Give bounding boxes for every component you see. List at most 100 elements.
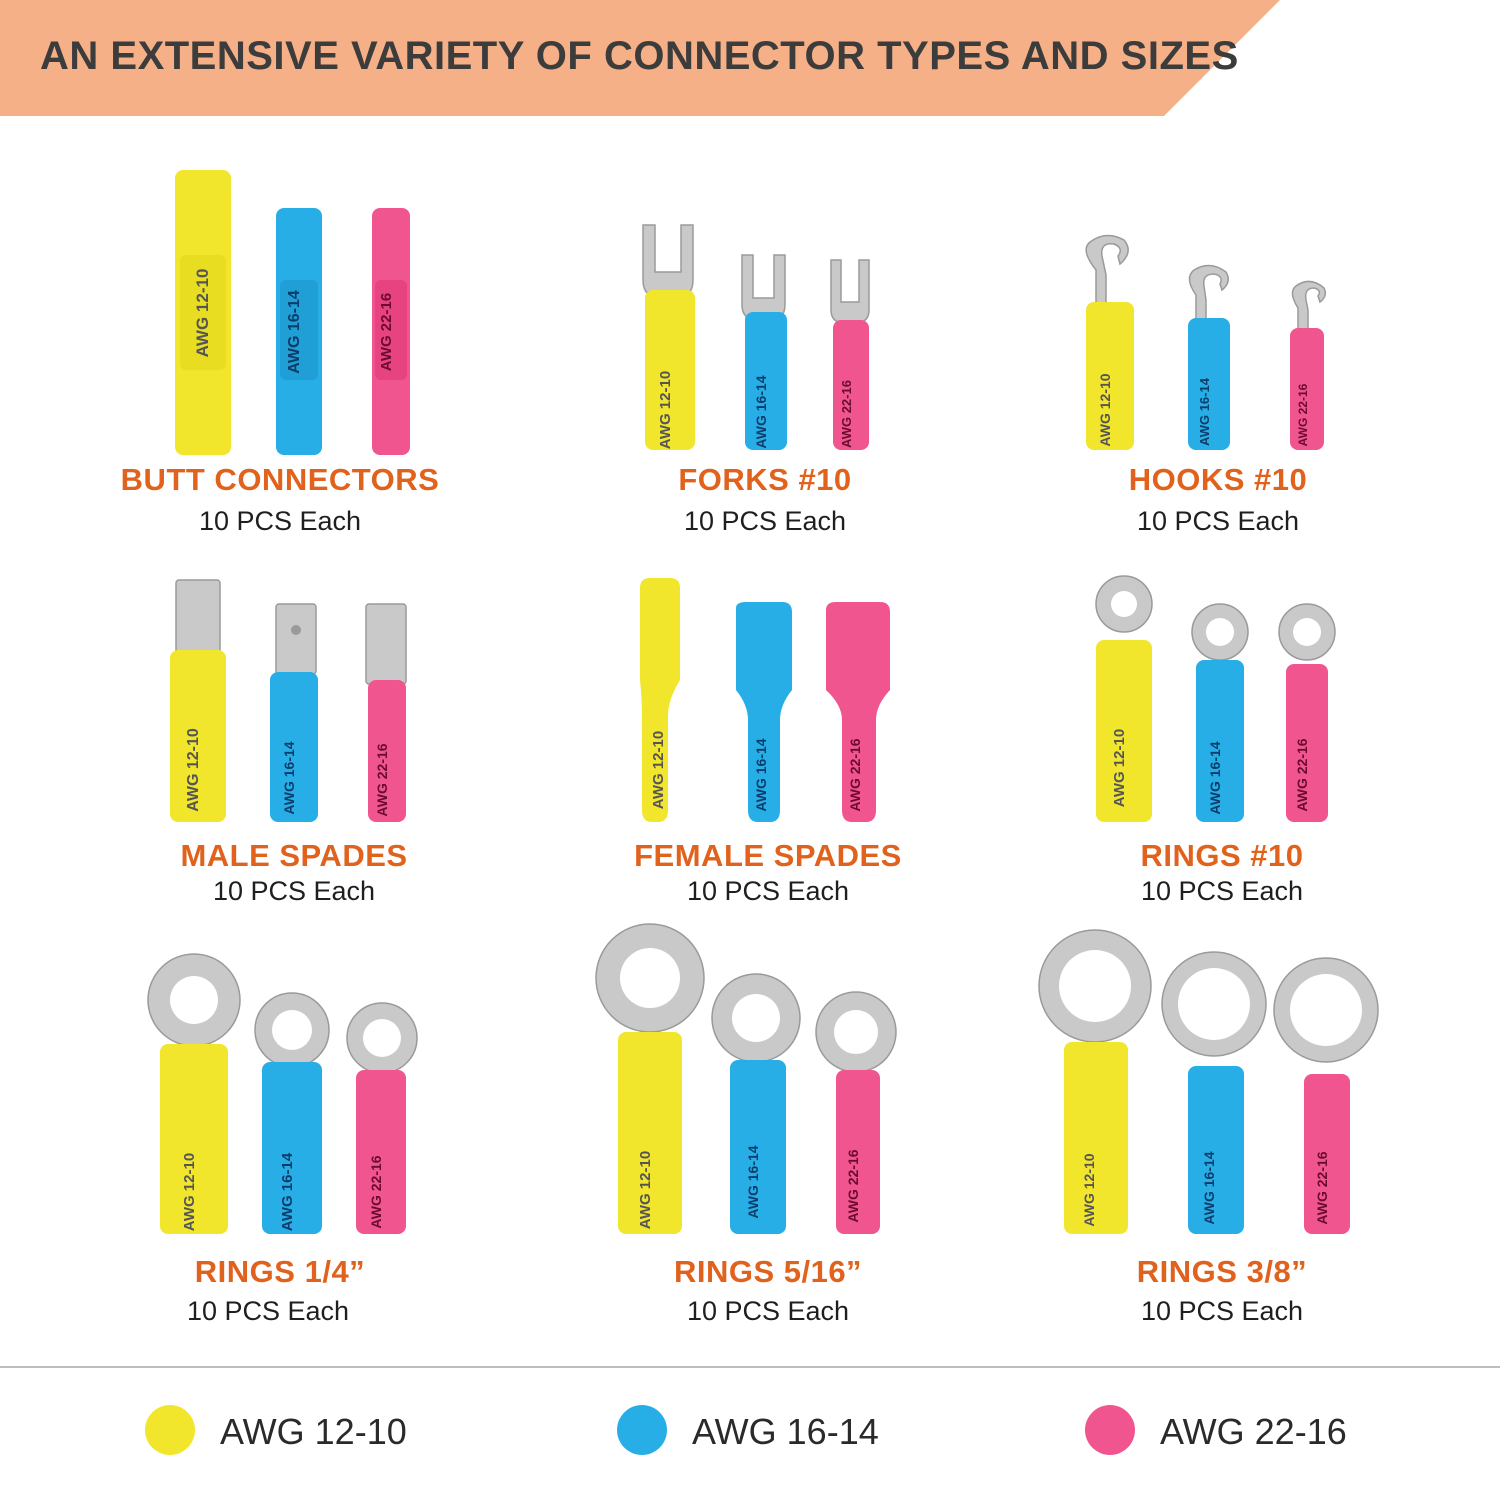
- female-spades-image: AWG 12-10 AWG 16-14 AWG 22-16: [640, 578, 890, 822]
- male-spade-yellow: AWG 12-10: [170, 579, 226, 822]
- svg-text:AWG 12-10: AWG 12-10: [637, 1151, 654, 1229]
- male-spade-pink: AWG 22-16: [365, 603, 407, 822]
- butt-blue: AWG 16-14: [276, 208, 322, 455]
- svg-text:AWG 22-16: AWG 22-16: [368, 1155, 384, 1228]
- male-spade-blue: AWG 16-14: [270, 603, 318, 822]
- svg-text:AWG 12-10: AWG 12-10: [181, 1153, 198, 1231]
- connector-title: FORKS #10: [678, 462, 852, 497]
- ring-3-8-yellow: AWG 12-10: [1038, 929, 1152, 1234]
- svg-text:AWG 22-16: AWG 22-16: [378, 293, 395, 371]
- banner-shape: [0, 0, 1280, 116]
- svg-text:AWG 22-16: AWG 22-16: [374, 743, 390, 816]
- rings-10-image: AWG 12-10 AWG 16-14 AWG 22-16: [1095, 575, 1336, 822]
- ring-10-yellow: AWG 12-10: [1095, 575, 1153, 822]
- ring-3-8-blue: AWG 16-14: [1161, 951, 1267, 1234]
- banner-title: AN EXTENSIVE VARIETY OF CONNECTOR TYPES …: [40, 34, 1239, 78]
- ring-1-4-yellow: AWG 12-10: [147, 953, 241, 1234]
- legend-label: AWG 12-10: [220, 1411, 407, 1452]
- connector-title: RINGS 1/4”: [194, 1254, 366, 1289]
- svg-text:AWG 12-10: AWG 12-10: [1097, 373, 1113, 446]
- yellow-dot-icon: [145, 1405, 195, 1455]
- connector-card-male-spades: AWG 12-10 AWG 16-14 AWG 22-16 MALE SPADE…: [40, 570, 540, 910]
- ring-1-4-pink: AWG 22-16: [346, 1002, 418, 1234]
- connector-title: BUTT CONNECTORS: [120, 462, 440, 497]
- connector-card-rings-10: AWG 12-10 AWG 16-14 AWG 22-16 RINGS #10 …: [972, 570, 1472, 910]
- header-banner: AN EXTENSIVE VARIETY OF CONNECTOR TYPES …: [0, 0, 1500, 116]
- legend-label: AWG 16-14: [692, 1411, 879, 1452]
- hooks-image: AWG 12-10 AWG 16-14 AWG 22-16: [1085, 234, 1327, 450]
- svg-text:AWG 22-16: AWG 22-16: [1296, 383, 1310, 446]
- connector-title: HOOKS #10: [1128, 462, 1308, 497]
- svg-text:AWG 16-14: AWG 16-14: [286, 290, 303, 374]
- legend-label: AWG 22-16: [1160, 1411, 1347, 1452]
- ring-5-16-yellow: AWG 12-10: [595, 923, 705, 1234]
- connector-quantity: 10 PCS Each: [212, 876, 376, 906]
- connector-quantity: 10 PCS Each: [686, 1296, 850, 1326]
- connector-title: RINGS 5/16”: [673, 1254, 863, 1289]
- female-spade-pink: AWG 22-16: [826, 602, 890, 822]
- connector-card-forks: AWG 12-10 AWG 16-14 AWG 22-16 FORKS #10 …: [515, 160, 1015, 540]
- rings-1-4-image: AWG 12-10 AWG 16-14 AWG 22-16: [147, 953, 418, 1234]
- svg-text:AWG 22-16: AWG 22-16: [839, 380, 854, 448]
- svg-text:AWG 12-10: AWG 12-10: [193, 269, 212, 358]
- svg-text:AWG 16-14: AWG 16-14: [1197, 377, 1212, 446]
- ring-5-16-pink: AWG 22-16: [815, 991, 897, 1234]
- fork-blue: AWG 16-14: [741, 254, 787, 450]
- connector-quantity: 10 PCS Each: [1136, 506, 1300, 536]
- svg-text:AWG 22-16: AWG 22-16: [1314, 1151, 1330, 1224]
- connector-card-rings-3-8: AWG 12-10 AWG 16-14 AWG 22-16 RINGS 3/8”…: [972, 920, 1472, 1340]
- connector-card-female-spades: AWG 12-10 AWG 16-14 AWG 22-16 FEMALE SPA…: [518, 570, 1018, 910]
- svg-text:AWG 16-14: AWG 16-14: [745, 1145, 761, 1218]
- connector-quantity: 10 PCS Each: [1140, 1296, 1304, 1326]
- ring-10-blue: AWG 16-14: [1191, 603, 1249, 822]
- rings-3-8-image: AWG 12-10 AWG 16-14 AWG 22-16: [1038, 929, 1379, 1234]
- legend-divider: [0, 1366, 1500, 1368]
- ring-10-pink: AWG 22-16: [1278, 603, 1336, 822]
- svg-text:AWG 12-10: AWG 12-10: [657, 371, 674, 449]
- svg-text:AWG 12-10: AWG 12-10: [185, 728, 202, 812]
- female-spade-blue: AWG 16-14: [736, 602, 792, 822]
- hook-blue: AWG 16-14: [1188, 264, 1230, 450]
- svg-text:AWG 22-16: AWG 22-16: [1294, 738, 1310, 811]
- forks-image: AWG 12-10 AWG 16-14 AWG 22-16: [642, 224, 870, 450]
- svg-text:AWG 16-14: AWG 16-14: [279, 1152, 296, 1231]
- connector-card-butt: AWG 12-10 AWG 16-14 AWG 22-16 BUTT CONNE…: [40, 160, 540, 540]
- svg-text:AWG 16-14: AWG 16-14: [1201, 1151, 1217, 1224]
- svg-text:AWG 22-16: AWG 22-16: [845, 1149, 861, 1222]
- svg-text:AWG 22-16: AWG 22-16: [847, 738, 863, 811]
- rings-5-16-image: AWG 12-10 AWG 16-14 AWG 22-16: [595, 923, 897, 1234]
- ring-5-16-blue: AWG 16-14: [711, 973, 801, 1234]
- hook-pink: AWG 22-16: [1290, 280, 1327, 450]
- svg-text:AWG 16-14: AWG 16-14: [753, 738, 769, 811]
- ring-3-8-pink: AWG 22-16: [1273, 957, 1379, 1234]
- svg-text:AWG 12-10: AWG 12-10: [650, 731, 667, 809]
- connector-quantity: 10 PCS Each: [683, 506, 847, 536]
- connector-title: RINGS #10: [1140, 838, 1304, 873]
- svg-text:AWG 16-14: AWG 16-14: [753, 375, 769, 448]
- pink-dot-icon: [1085, 1405, 1135, 1455]
- butt-yellow: AWG 12-10: [175, 170, 231, 455]
- male-spades-image: AWG 12-10 AWG 16-14 AWG 22-16: [170, 579, 407, 822]
- fork-yellow: AWG 12-10: [642, 224, 695, 450]
- svg-text:AWG 12-10: AWG 12-10: [1111, 729, 1128, 807]
- connector-card-hooks: AWG 12-10 AWG 16-14 AWG 22-16 HOOKS #10 …: [968, 160, 1468, 540]
- connector-quantity: 10 PCS Each: [686, 876, 850, 906]
- blue-dot-icon: [617, 1405, 667, 1455]
- connector-title: MALE SPADES: [180, 838, 408, 873]
- connector-quantity: 10 PCS Each: [1140, 876, 1304, 906]
- connector-title: RINGS 3/8”: [1136, 1254, 1308, 1289]
- connector-title: FEMALE SPADES: [634, 838, 902, 873]
- svg-text:AWG 16-14: AWG 16-14: [281, 741, 297, 814]
- connector-card-rings-1-4: AWG 12-10 AWG 16-14 AWG 22-16 RINGS 1/4”…: [30, 930, 530, 1340]
- connector-quantity: 10 PCS Each: [198, 506, 362, 536]
- connector-quantity: 10 PCS Each: [186, 1296, 350, 1326]
- connector-card-rings-5-16: AWG 12-10 AWG 16-14 AWG 22-16 RINGS 5/16…: [518, 920, 1018, 1340]
- svg-text:AWG 16-14: AWG 16-14: [1207, 741, 1223, 814]
- butt-connectors-image: AWG 12-10 AWG 16-14 AWG 22-16: [175, 170, 410, 455]
- svg-text:AWG 12-10: AWG 12-10: [1081, 1153, 1097, 1226]
- ring-1-4-blue: AWG 16-14: [254, 992, 330, 1234]
- female-spade-yellow: AWG 12-10: [640, 578, 680, 822]
- fork-pink: AWG 22-16: [830, 259, 870, 450]
- butt-pink: AWG 22-16: [372, 208, 410, 455]
- hook-yellow: AWG 12-10: [1085, 234, 1134, 450]
